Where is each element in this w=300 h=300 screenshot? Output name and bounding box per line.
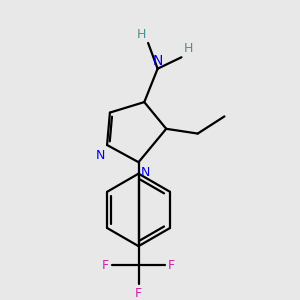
Text: N: N: [152, 54, 163, 68]
Text: N: N: [140, 166, 150, 179]
Text: F: F: [135, 287, 142, 300]
Text: H: H: [183, 42, 193, 55]
Text: F: F: [102, 259, 109, 272]
Text: F: F: [168, 259, 175, 272]
Text: H: H: [137, 28, 146, 41]
Text: N: N: [96, 149, 105, 162]
